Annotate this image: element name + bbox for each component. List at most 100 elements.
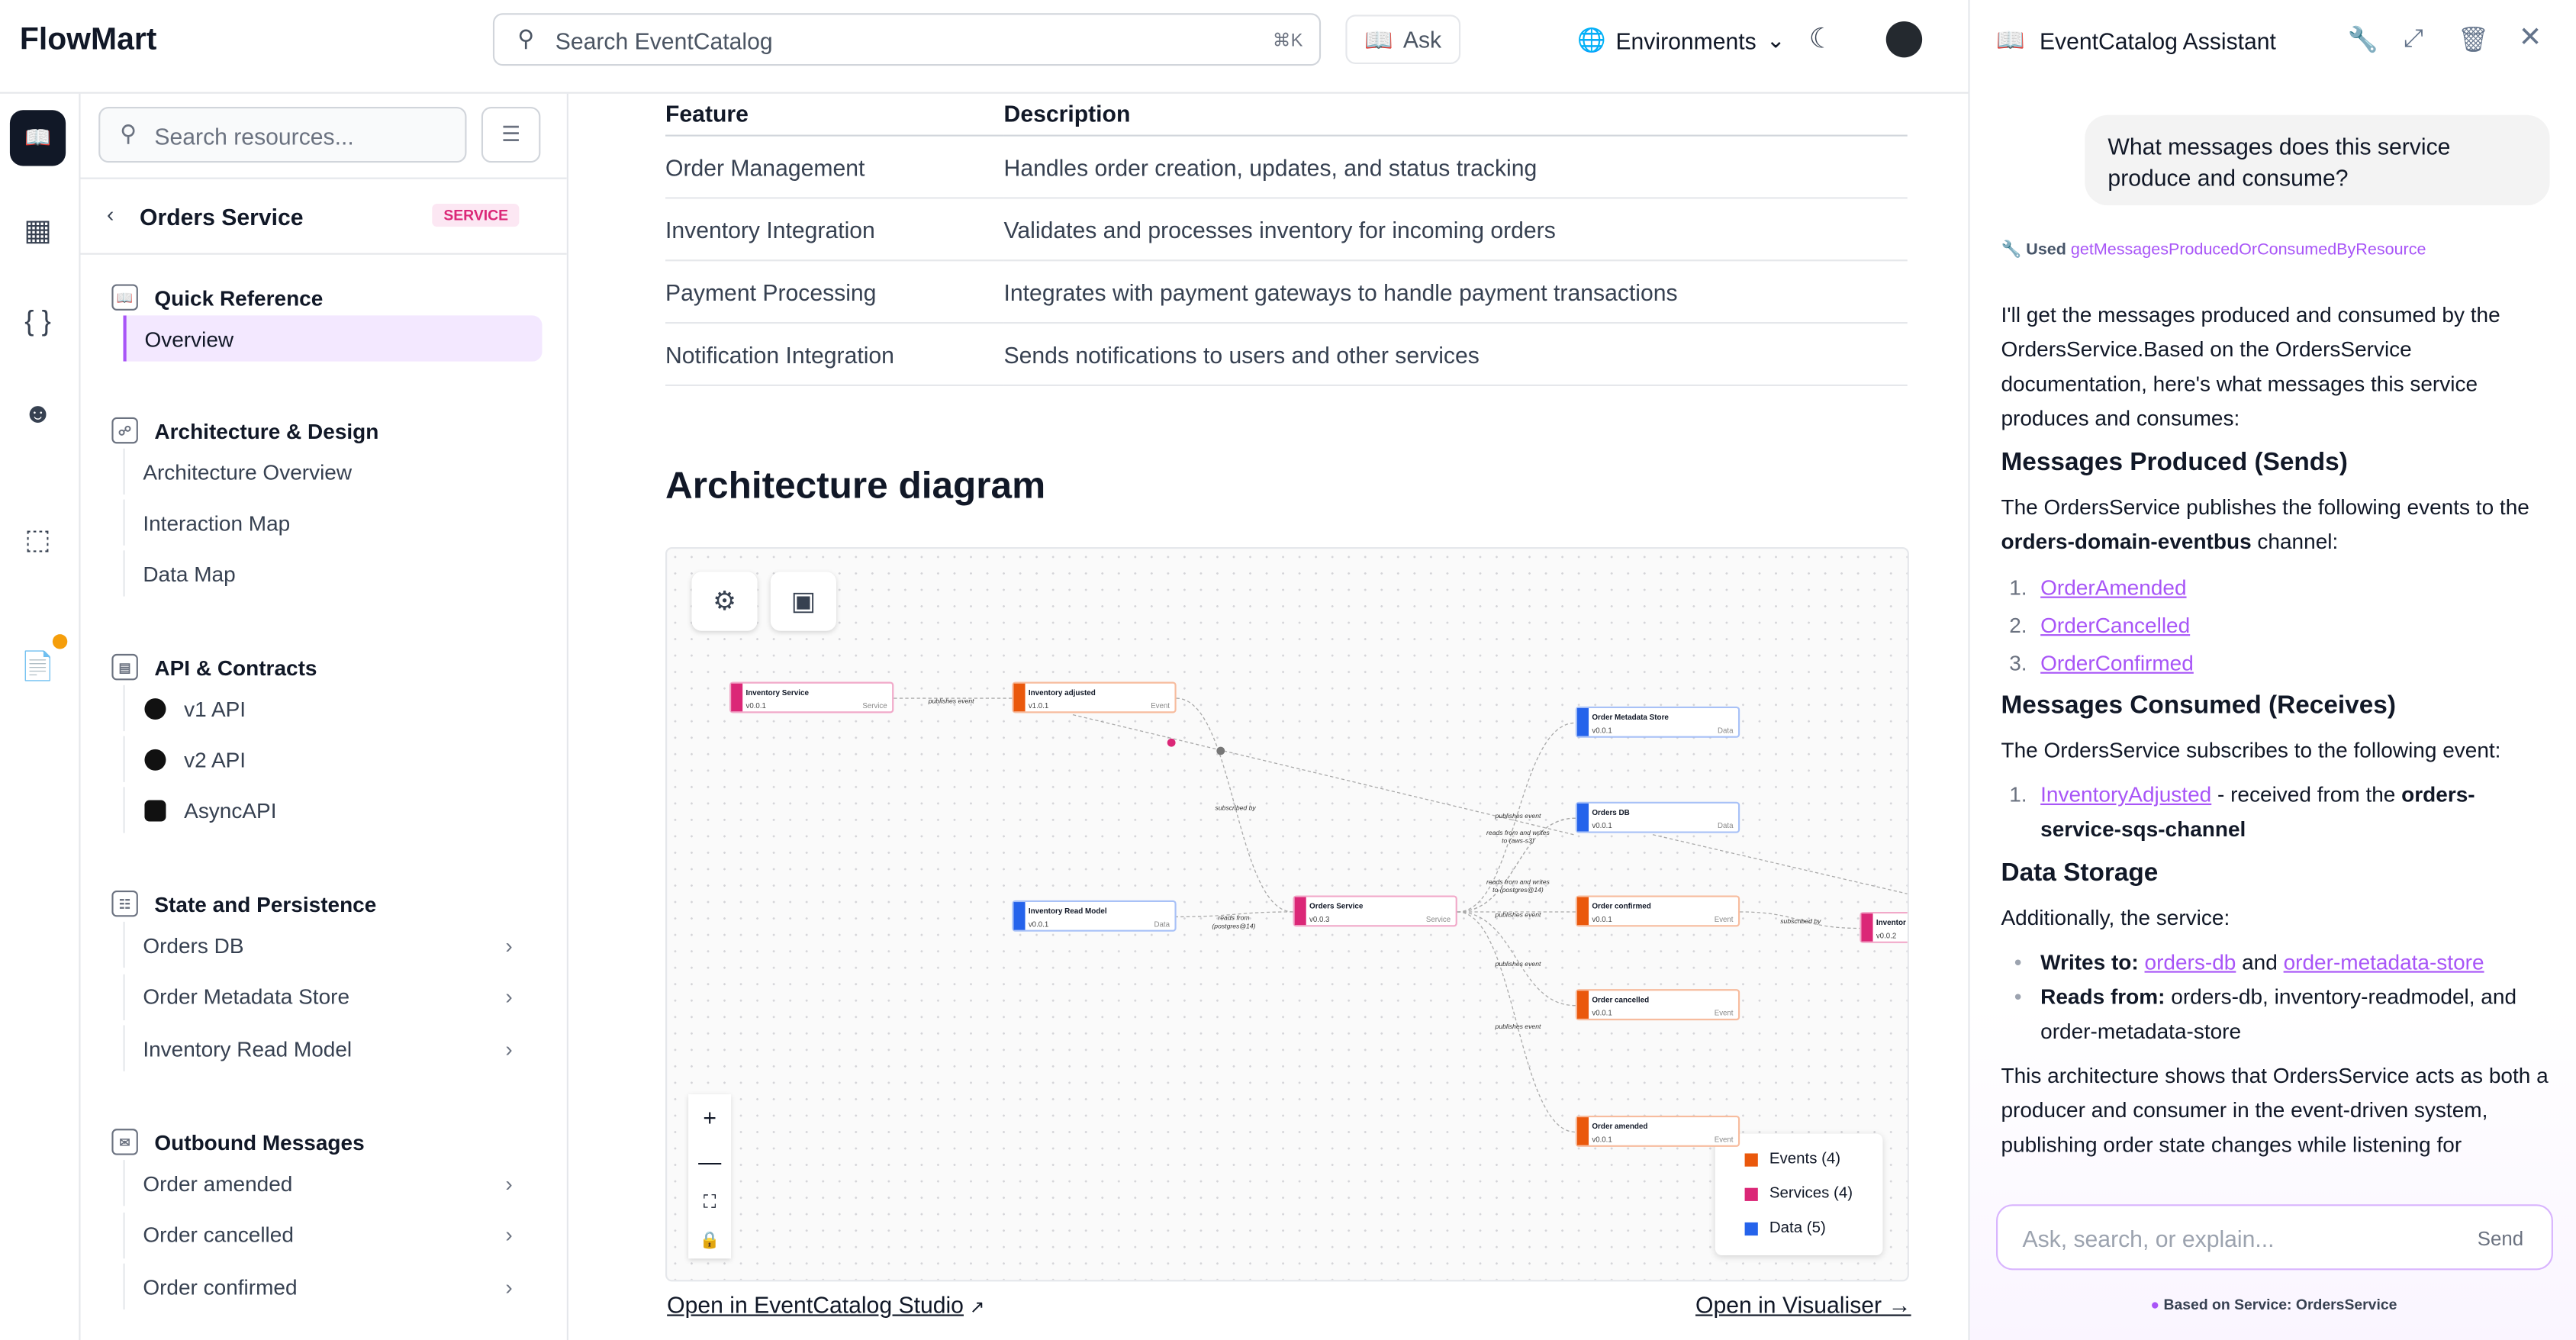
wrench-icon[interactable]: 🔧	[2347, 26, 2379, 55]
search-input[interactable]: ⚲ Search EventCatalog ⌘K	[492, 13, 1322, 66]
tool-usage: 🔧 Used getMessagesProducedOrConsumedByRe…	[2001, 242, 2426, 260]
resource-link[interactable]: orders-db	[2144, 949, 2236, 974]
consumed-item: 1. InventoryAdjusted - received from the …	[2009, 781, 2475, 842]
sidebar-item[interactable]: Inventory Read Model ›	[123, 1025, 542, 1071]
diagram-node-osvc[interactable]: Orders Service v0.0.3 Service	[1293, 895, 1457, 927]
zoom-in-icon[interactable]: +	[703, 1103, 716, 1130]
open-studio-label: Open in EventCatalog Studio	[667, 1291, 964, 1318]
chevron-right-icon: ›	[505, 984, 513, 1010]
selection-cursor-icon[interactable]: ⬚	[24, 523, 51, 556]
sidebar-item[interactable]: Order cancelled ›	[123, 1211, 542, 1258]
section-label: Architecture & Design	[154, 417, 379, 443]
event-link[interactable]: OrderCancelled	[2040, 613, 2191, 638]
sidebar-item[interactable]: Orders DB ›	[123, 921, 542, 968]
architecture-diagram[interactable]: ⚙ ▣ + — ⛶ 🔒 Events (4) Services (4) Data (5…	[665, 546, 1909, 1282]
zoom-controls: + — ⛶ 🔒	[688, 1094, 732, 1259]
sidebar: ⚲ Search resources... ☰ ‹ Orders Service …	[80, 93, 568, 1340]
event-link[interactable]: OrderAmended	[2040, 575, 2187, 600]
sidebar-section[interactable]: ✉ Outbound Messages	[111, 1129, 365, 1155]
sidebar-section[interactable]: ▤ API & Contracts	[111, 653, 317, 681]
description-cell: Handles order creation, updates, and sta…	[1003, 135, 1908, 199]
docs-icon[interactable]: 📖	[9, 110, 66, 166]
document-icon[interactable]: 📄	[20, 650, 56, 682]
ask-button[interactable]: 📖 Ask	[1345, 14, 1461, 64]
event-link[interactable]: InventoryAdjusted	[2040, 781, 2212, 807]
sidebar-section[interactable]: 📖 Quick Reference	[111, 284, 323, 311]
sidebar-item[interactable]: Overview	[123, 315, 543, 362]
edge-label: publishes event	[1495, 959, 1541, 968]
braces-icon[interactable]: { }	[24, 305, 51, 337]
users-icon[interactable]: ☻	[23, 398, 53, 429]
zoom-out-icon[interactable]: —	[698, 1147, 722, 1174]
sidebar-item[interactable]: v1 API	[123, 684, 542, 732]
back-chevron-icon[interactable]: ‹	[106, 201, 114, 227]
close-icon[interactable]: ✕	[2518, 21, 2542, 53]
diagram-node-oconf[interactable]: Order confirmed v0.0.1 Event	[1575, 895, 1740, 927]
diagram-node-odb[interactable]: Orders DB v0.0.1 Data	[1575, 801, 1740, 833]
diagram-node-inv-adj[interactable]: Inventory adjusted v1.0.1 Event	[1012, 681, 1177, 713]
sidebar-section[interactable]: ☍ Architecture & Design	[111, 417, 379, 444]
chevron-right-icon: ›	[505, 1036, 513, 1061]
diagram-node-irm[interactable]: Inventory Read Model v0.0.1 Data	[1012, 900, 1177, 932]
used-label: Used	[2026, 241, 2066, 260]
table-icon[interactable]: ▦	[24, 212, 52, 246]
edge-label: subscribed by	[1780, 916, 1821, 926]
settings-button[interactable]: ⚙	[691, 572, 758, 631]
moon-icon[interactable]: ☾	[1808, 23, 1834, 55]
expand-icon[interactable]: ⤢	[2403, 24, 2423, 53]
open-studio-link[interactable]: Open in EventCatalog Studio ↗	[667, 1291, 984, 1317]
chat-input[interactable]: Ask, search, or explain... Send	[1996, 1204, 2553, 1271]
diagram-node-ocanc[interactable]: Order cancelled v0.0.1 Event	[1575, 989, 1740, 1021]
lock-icon[interactable]: 🔒	[699, 1231, 720, 1250]
section-label: API & Contracts	[154, 655, 317, 680]
sidebar-item-label: Architecture Overview	[143, 459, 353, 485]
logo[interactable]: FlowMart	[19, 23, 157, 58]
diagram-edge	[1457, 817, 1576, 913]
sidebar-item[interactable]: v2 API	[123, 736, 542, 782]
event-link[interactable]: OrderConfirmed	[2040, 650, 2194, 675]
sidebar-item-label: Order cancelled	[143, 1222, 294, 1248]
diagram-edge	[1457, 911, 1576, 1007]
notification-dot	[52, 634, 68, 649]
trash-icon[interactable]: 🗑	[2458, 26, 2490, 55]
github-icon[interactable]	[1885, 21, 1923, 58]
label: Reads from:	[2040, 984, 2165, 1010]
diagram-node-oamd[interactable]: Order amended v0.0.1 Event	[1575, 1115, 1740, 1147]
sidebar-item[interactable]: Architecture Overview	[123, 448, 542, 495]
diagram-node-inv-svc[interactable]: Inventory Service v0.0.1 Service	[729, 681, 894, 713]
sidebar-item[interactable]: Interaction Map	[123, 499, 542, 546]
fit-view-icon[interactable]: ⛶	[703, 1192, 716, 1212]
sidebar-item-label: Order Metadata Store	[143, 984, 350, 1010]
node-version: v0.0.1	[1028, 920, 1049, 929]
data-swatch	[1744, 1221, 1758, 1235]
send-button[interactable]: Send	[2477, 1227, 2524, 1251]
node-version: v0.0.2	[1876, 931, 1897, 940]
sidebar-section[interactable]: ☷ State and Persistence	[111, 890, 376, 917]
resource-link[interactable]: order-metadata-store	[2283, 949, 2484, 974]
events-swatch	[1744, 1152, 1758, 1166]
shortcut-hint: ⌘K	[1272, 31, 1303, 51]
presentation-button[interactable]: ▣	[770, 572, 836, 631]
node-name: Order Metadata Store	[1592, 713, 1669, 722]
filter-button[interactable]: ☰	[481, 106, 541, 163]
gear-icon: ⚙	[713, 588, 736, 617]
chevron-right-icon: ›	[505, 932, 513, 958]
environments-dropdown[interactable]: 🌐 Environments ⌄	[1577, 26, 1785, 54]
environments-label: Environments	[1615, 27, 1757, 53]
sidebar-item[interactable]: Order confirmed ›	[123, 1263, 542, 1310]
sidebar-search-input[interactable]: ⚲ Search resources...	[98, 106, 467, 163]
open-visualiser-link[interactable]: Open in Visualiser →	[1695, 1291, 1911, 1318]
sidebar-search-placeholder: Search resources...	[154, 123, 354, 150]
node-color-bar	[1576, 803, 1589, 832]
sidebar-item[interactable]: AsyncAPI	[123, 787, 542, 833]
book-icon: 📖	[1996, 26, 2025, 53]
sidebar-item[interactable]: Order Metadata Store ›	[123, 973, 542, 1019]
sidebar-item[interactable]: Data Map	[123, 550, 542, 597]
diagram-node-meta[interactable]: Order Metadata Store v0.0.1 Data	[1575, 706, 1740, 738]
service-title: Orders Service	[140, 203, 304, 230]
node-name: Orders DB	[1592, 808, 1630, 817]
diagram-node-inv2[interactable]: Inventor v0.0.2	[1860, 911, 1908, 943]
assistant-panel: 📖 EventCatalog Assistant 🔧 ⤢ 🗑 ✕ What mes…	[1968, 0, 2576, 1340]
node-name: Orders Service	[1309, 902, 1364, 910]
sidebar-item[interactable]: Order amended ›	[123, 1160, 542, 1206]
